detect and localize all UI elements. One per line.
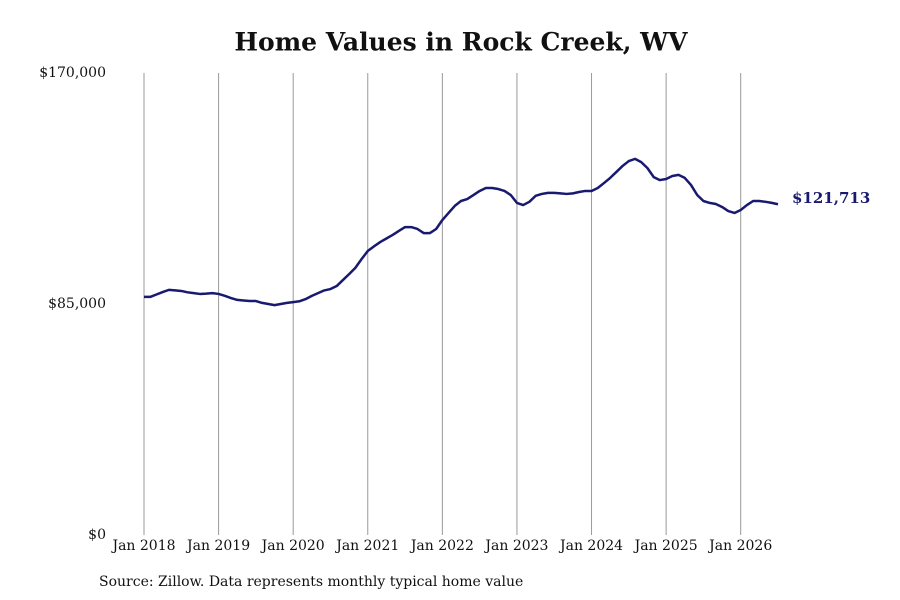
x-tick-label: Jan 2018 bbox=[110, 538, 175, 554]
x-tick-label: Jan 2022 bbox=[409, 538, 474, 554]
series-line bbox=[144, 157, 779, 307]
source-note: Source: Zillow. Data represents monthly … bbox=[99, 574, 523, 590]
y-tick-label: $85,000 bbox=[48, 296, 106, 312]
x-tick-label: Jan 2023 bbox=[483, 538, 548, 554]
x-tick-label: Jan 2024 bbox=[558, 538, 623, 554]
y-tick-label: $0 bbox=[88, 527, 106, 543]
x-tick-label: Jan 2019 bbox=[185, 538, 250, 554]
x-tick-label: Jan 2021 bbox=[334, 538, 399, 554]
chart-title: Home Values in Rock Creek, WV bbox=[234, 28, 688, 57]
y-tick-label: $170,000 bbox=[39, 65, 106, 81]
x-tick-label: Jan 2020 bbox=[260, 538, 325, 554]
end-value-label: $121,713 bbox=[792, 189, 870, 207]
x-tick-label: Jan 2025 bbox=[633, 538, 698, 554]
x-tick-label: Jan 2026 bbox=[707, 538, 772, 554]
